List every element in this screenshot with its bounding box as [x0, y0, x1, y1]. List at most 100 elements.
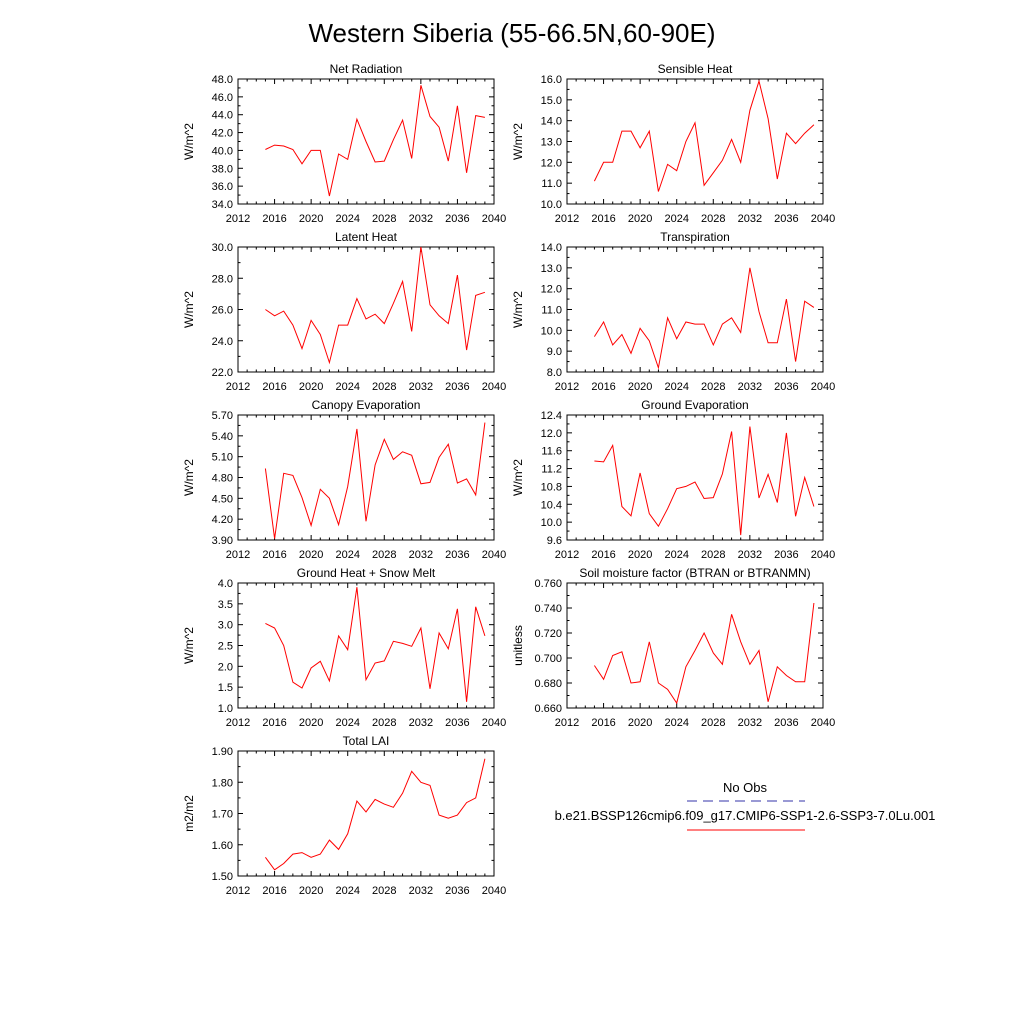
y-tick-label: 14.0	[541, 116, 562, 128]
chart-title: Sensible Heat	[658, 62, 733, 76]
x-tick-label: 2040	[482, 213, 506, 225]
x-tick-label: 2020	[628, 381, 652, 393]
y-axis-label: m2/m2	[182, 795, 196, 832]
x-tick-label: 2032	[738, 381, 762, 393]
x-tick-label: 2016	[262, 717, 286, 729]
x-tick-label: 2024	[664, 717, 688, 729]
y-tick-label: 15.0	[541, 95, 562, 107]
y-tick-label: 9.6	[547, 535, 562, 547]
y-tick-label: 1.0	[218, 703, 233, 715]
x-tick-label: 2032	[409, 885, 433, 897]
series-line	[593, 79, 815, 192]
y-axis-label: W/m^2	[511, 291, 525, 328]
y-axis-label: W/m^2	[182, 459, 196, 496]
chart-panel: Soil moisture factor (BTRAN or BTRANMN) u…	[511, 566, 835, 729]
y-tick-label: 46.0	[212, 92, 233, 104]
x-tick-label: 2040	[482, 549, 506, 561]
x-tick-label: 2040	[482, 885, 506, 897]
x-tick-label: 2036	[774, 381, 798, 393]
series-line	[593, 602, 815, 705]
chart-panel: Canopy Evaporation W/m^2 2012 2016 2020 2024 2…	[182, 398, 506, 561]
x-tick-label: 2016	[262, 885, 286, 897]
y-axis-label: W/m^2	[182, 123, 196, 160]
x-tick-label: 2020	[299, 381, 323, 393]
x-tick-label: 2040	[482, 717, 506, 729]
x-tick-label: 2020	[299, 213, 323, 225]
series-line	[265, 587, 486, 702]
x-tick-label: 2032	[738, 549, 762, 561]
y-tick-label: 1.5	[218, 682, 233, 694]
x-tick-label: 2032	[738, 213, 762, 225]
y-axis-label: W/m^2	[511, 459, 525, 496]
y-tick-label: 16.0	[541, 74, 562, 86]
x-tick-label: 2036	[445, 885, 469, 897]
x-tick-label: 2016	[591, 381, 615, 393]
y-tick-label: 2.5	[218, 641, 233, 653]
chart-title: Transpiration	[660, 230, 730, 244]
y-tick-label: 13.0	[541, 137, 562, 149]
y-tick-label: 10.4	[541, 499, 562, 511]
y-tick-label: 10.0	[541, 517, 562, 529]
x-tick-label: 2028	[372, 213, 396, 225]
y-tick-label: 40.0	[212, 145, 233, 157]
y-tick-label: 12.0	[541, 157, 562, 169]
y-tick-label: 1.60	[212, 840, 233, 852]
series-line	[594, 426, 815, 536]
y-tick-label: 0.760	[534, 578, 562, 590]
y-tick-label: 11.0	[541, 305, 562, 317]
x-tick-label: 2012	[555, 213, 579, 225]
y-tick-label: 4.0	[218, 578, 233, 590]
y-tick-label: 0.700	[534, 653, 562, 665]
x-tick-label: 2020	[299, 717, 323, 729]
y-axis-label: W/m^2	[182, 627, 196, 664]
x-tick-label: 2012	[226, 381, 250, 393]
legend-obs-label: No Obs	[723, 780, 768, 795]
y-tick-label: 5.10	[212, 452, 233, 464]
x-tick-label: 2040	[811, 717, 835, 729]
y-tick-label: 44.0	[212, 110, 233, 122]
x-tick-label: 2036	[445, 381, 469, 393]
y-tick-label: 4.80	[212, 473, 233, 485]
x-tick-label: 2024	[664, 213, 688, 225]
x-tick-label: 2028	[701, 213, 725, 225]
chart-panel: Transpiration W/m^2 2012 2016 2020 2024 2028 20…	[511, 230, 835, 393]
x-tick-label: 2036	[774, 549, 798, 561]
x-tick-label: 2028	[701, 549, 725, 561]
y-tick-label: 11.6	[541, 446, 562, 458]
series-line	[265, 246, 486, 365]
x-tick-label: 2016	[591, 717, 615, 729]
chart-panel: Sensible Heat W/m^2 2012 2016 2020 2024 2028 20…	[511, 62, 835, 225]
y-tick-label: 14.0	[541, 242, 562, 254]
y-tick-label: 5.40	[212, 431, 233, 443]
x-tick-label: 2024	[335, 381, 359, 393]
x-tick-label: 2028	[372, 381, 396, 393]
y-tick-label: 8.0	[547, 367, 562, 379]
y-tick-label: 2.0	[218, 661, 233, 673]
x-tick-label: 2040	[811, 549, 835, 561]
y-tick-label: 5.70	[212, 410, 233, 422]
y-tick-label: 38.0	[212, 163, 233, 175]
x-tick-label: 2012	[226, 549, 250, 561]
y-tick-label: 22.0	[212, 367, 233, 379]
x-tick-label: 2016	[262, 381, 286, 393]
y-tick-label: 1.80	[212, 777, 233, 789]
x-tick-label: 2040	[482, 381, 506, 393]
chart-title: Ground Evaporation	[641, 398, 748, 412]
x-tick-label: 2020	[299, 885, 323, 897]
x-tick-label: 2024	[335, 549, 359, 561]
y-tick-label: 9.0	[547, 346, 562, 358]
x-tick-label: 2016	[262, 213, 286, 225]
y-tick-label: 4.20	[212, 514, 233, 526]
chart-panel: Total LAI m2/m2 2012 2016 2020 2024 2028 2032 20…	[182, 734, 506, 897]
y-tick-label: 4.50	[212, 493, 233, 505]
chart-panel: Net Radiation W/m^2 2012 2016 2020 2024 2028 20…	[182, 62, 506, 225]
x-tick-label: 2024	[664, 381, 688, 393]
y-tick-label: 3.0	[218, 620, 233, 632]
chart-panel: Ground Evaporation W/m^2 2012 2016 2020 2024 2…	[511, 398, 835, 561]
y-tick-label: 10.0	[541, 199, 562, 211]
x-tick-label: 2020	[299, 549, 323, 561]
series-line	[264, 422, 486, 539]
y-tick-label: 26.0	[212, 305, 233, 317]
y-tick-label: 28.0	[212, 273, 233, 285]
